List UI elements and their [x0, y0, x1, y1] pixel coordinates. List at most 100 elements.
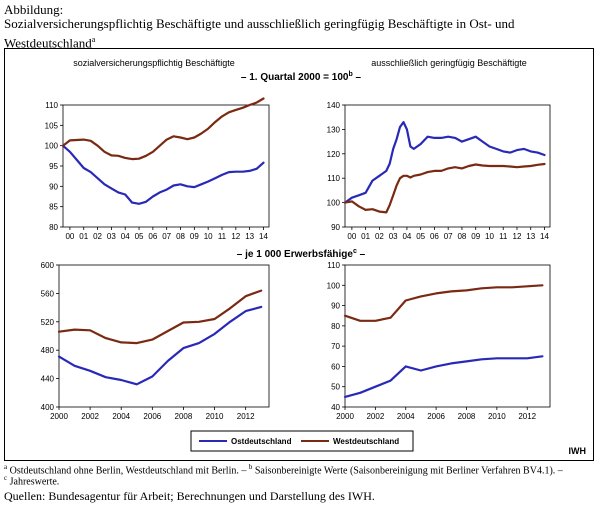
plot-border — [344, 104, 551, 228]
legend-label-ost: Ostdeutschland — [231, 437, 292, 446]
x-tick-label: 2010 — [206, 412, 224, 421]
plot-border — [58, 264, 270, 408]
plot-border — [344, 264, 551, 408]
y-tick-label: 100 — [45, 142, 59, 151]
x-tick-label: 2006 — [143, 412, 161, 421]
x-tick-label: 04 — [121, 232, 130, 241]
x-tick-label: 12 — [231, 232, 240, 241]
row1-subtitle-end: – — [353, 72, 362, 83]
chart-tr: 90 100 110 120 130 140 00 01 02 03 04 05 06 07 08 09 10 1… — [327, 101, 551, 241]
series-line-west — [343, 284, 544, 322]
row2-subtitle: – je 1 000 Erwerbsfähigec – — [237, 248, 366, 260]
sources-note: Quellen: Bundesagentur für Arbeit; Berec… — [4, 489, 375, 503]
footnote-a-marker: a — [4, 463, 8, 471]
legend-label-west: Westdeutschland — [333, 437, 399, 446]
x-tick-label: 2008 — [458, 412, 476, 421]
chart-area: sozialversicherungspflichtig Beschäftigt… — [41, 58, 587, 456]
series-line-west — [343, 162, 546, 214]
y-tick-label: 560 — [41, 289, 55, 298]
series-line-ost — [343, 120, 546, 204]
y-tick-label: 110 — [327, 261, 340, 270]
y-tick-label: 90 — [49, 182, 58, 191]
row2-subtitle-end: – — [357, 249, 366, 260]
x-tick-label: 2000 — [336, 412, 354, 421]
figure-title-text: Sozialversicherungspflichtig Beschäftigt… — [4, 16, 515, 51]
series-line-ost — [57, 305, 263, 386]
series-line-ost — [343, 355, 544, 398]
x-tick-label: 01 — [361, 232, 370, 241]
x-tick-label: 2006 — [427, 412, 445, 421]
x-tick-label: 08 — [176, 232, 185, 241]
y-tick-label: 400 — [41, 403, 55, 412]
y-tick-label: 70 — [331, 342, 340, 351]
row1-subtitle-sup: b — [348, 71, 352, 78]
x-tick-label: 13 — [245, 232, 254, 241]
legend: Ostdeutschland Westdeutschland — [190, 430, 414, 452]
plot-border — [62, 104, 270, 228]
footnote-b-text: Saisonbereinigte Werte (Saisonbereinigun… — [252, 465, 563, 477]
x-tick-label: 2012 — [237, 412, 255, 421]
x-tick-label: 09 — [471, 232, 480, 241]
x-tick-label: 13 — [526, 232, 535, 241]
x-tick-label: 09 — [190, 232, 199, 241]
panel-header-top-right: ausschließlich geringfügig Beschäftigte — [371, 58, 527, 68]
x-tick-label: 05 — [416, 232, 425, 241]
footnote-a-text: Ostdeutschland ohne Berlin, Westdeutschl… — [7, 465, 249, 477]
y-tick-label: 110 — [327, 174, 340, 183]
y-tick-label: 480 — [41, 346, 55, 355]
row1-subtitle-text: – 1. Quartal 2000 = 100 — [241, 72, 349, 83]
x-tick-label: 2004 — [112, 412, 130, 421]
x-tick-label: 08 — [457, 232, 466, 241]
x-tick-label: 14 — [259, 232, 268, 241]
y-tick-label: 100 — [327, 199, 341, 208]
y-tick-label: 130 — [327, 125, 341, 134]
y-tick-label: 110 — [45, 101, 58, 110]
x-tick-label: 07 — [444, 232, 453, 241]
y-tick-label: 600 — [41, 261, 55, 270]
x-tick-label: 10 — [485, 232, 494, 241]
y-tick-label: 520 — [41, 318, 55, 327]
figure-title: Sozialversicherungspflichtig Beschäftigt… — [4, 16, 596, 51]
footnote-c-text: Jahreswerte. — [7, 476, 60, 488]
y-tick-label: 80 — [331, 322, 340, 331]
x-tick-label: 00 — [65, 232, 74, 241]
y-tick-label: 100 — [327, 281, 341, 290]
row2-subtitle-text: – je 1 000 Erwerbsfähige — [237, 249, 354, 260]
row1-subtitle: – 1. Quartal 2000 = 100b – — [241, 71, 362, 83]
y-tick-label: 95 — [49, 162, 58, 171]
chart-br: 40 50 60 70 80 90 100 110 2000 2002 2004 2006 2008 20… — [327, 261, 551, 421]
x-tick-label: 12 — [513, 232, 522, 241]
row2-subtitle-sup: c — [353, 248, 357, 255]
x-tick-label: 01 — [79, 232, 88, 241]
series-line-west — [61, 97, 265, 161]
x-tick-label: 06 — [430, 232, 439, 241]
x-tick-label: 2002 — [366, 412, 384, 421]
x-tick-label: 03 — [389, 232, 398, 241]
x-tick-label: 2000 — [50, 412, 68, 421]
figure-label: Abbildung: — [4, 2, 64, 17]
footnote-a: a Ostdeutschland ohne Berlin, Westdeutsc… — [4, 463, 563, 476]
x-tick-label: 02 — [93, 232, 102, 241]
footnote-c: c Jahreswerte. — [4, 474, 59, 487]
y-tick-label: 90 — [331, 302, 340, 311]
y-tick-label: 40 — [331, 403, 340, 412]
x-tick-label: 2010 — [488, 412, 506, 421]
series-line-ost — [61, 144, 265, 205]
x-tick-label: 00 — [347, 232, 356, 241]
chart-bl: 400 440 480 520 560 600 2000 2002 2004 2006 2008 20… — [41, 261, 270, 421]
y-tick-label: 50 — [331, 383, 340, 392]
y-tick-label: 85 — [49, 203, 58, 212]
x-tick-label: 10 — [204, 232, 213, 241]
x-tick-label: 05 — [135, 232, 144, 241]
x-tick-label: 2008 — [175, 412, 193, 421]
y-tick-label: 120 — [327, 150, 341, 159]
x-tick-label: 04 — [402, 232, 411, 241]
iwh-brand: IWH — [569, 446, 587, 456]
footnote-c-marker: c — [4, 474, 8, 482]
x-tick-label: 11 — [218, 232, 227, 241]
y-tick-label: 140 — [327, 101, 341, 110]
figure-title-footnote-marker: a — [91, 35, 96, 44]
y-tick-label: 440 — [41, 375, 55, 384]
x-tick-label: 14 — [540, 232, 549, 241]
x-tick-label: 03 — [107, 232, 116, 241]
